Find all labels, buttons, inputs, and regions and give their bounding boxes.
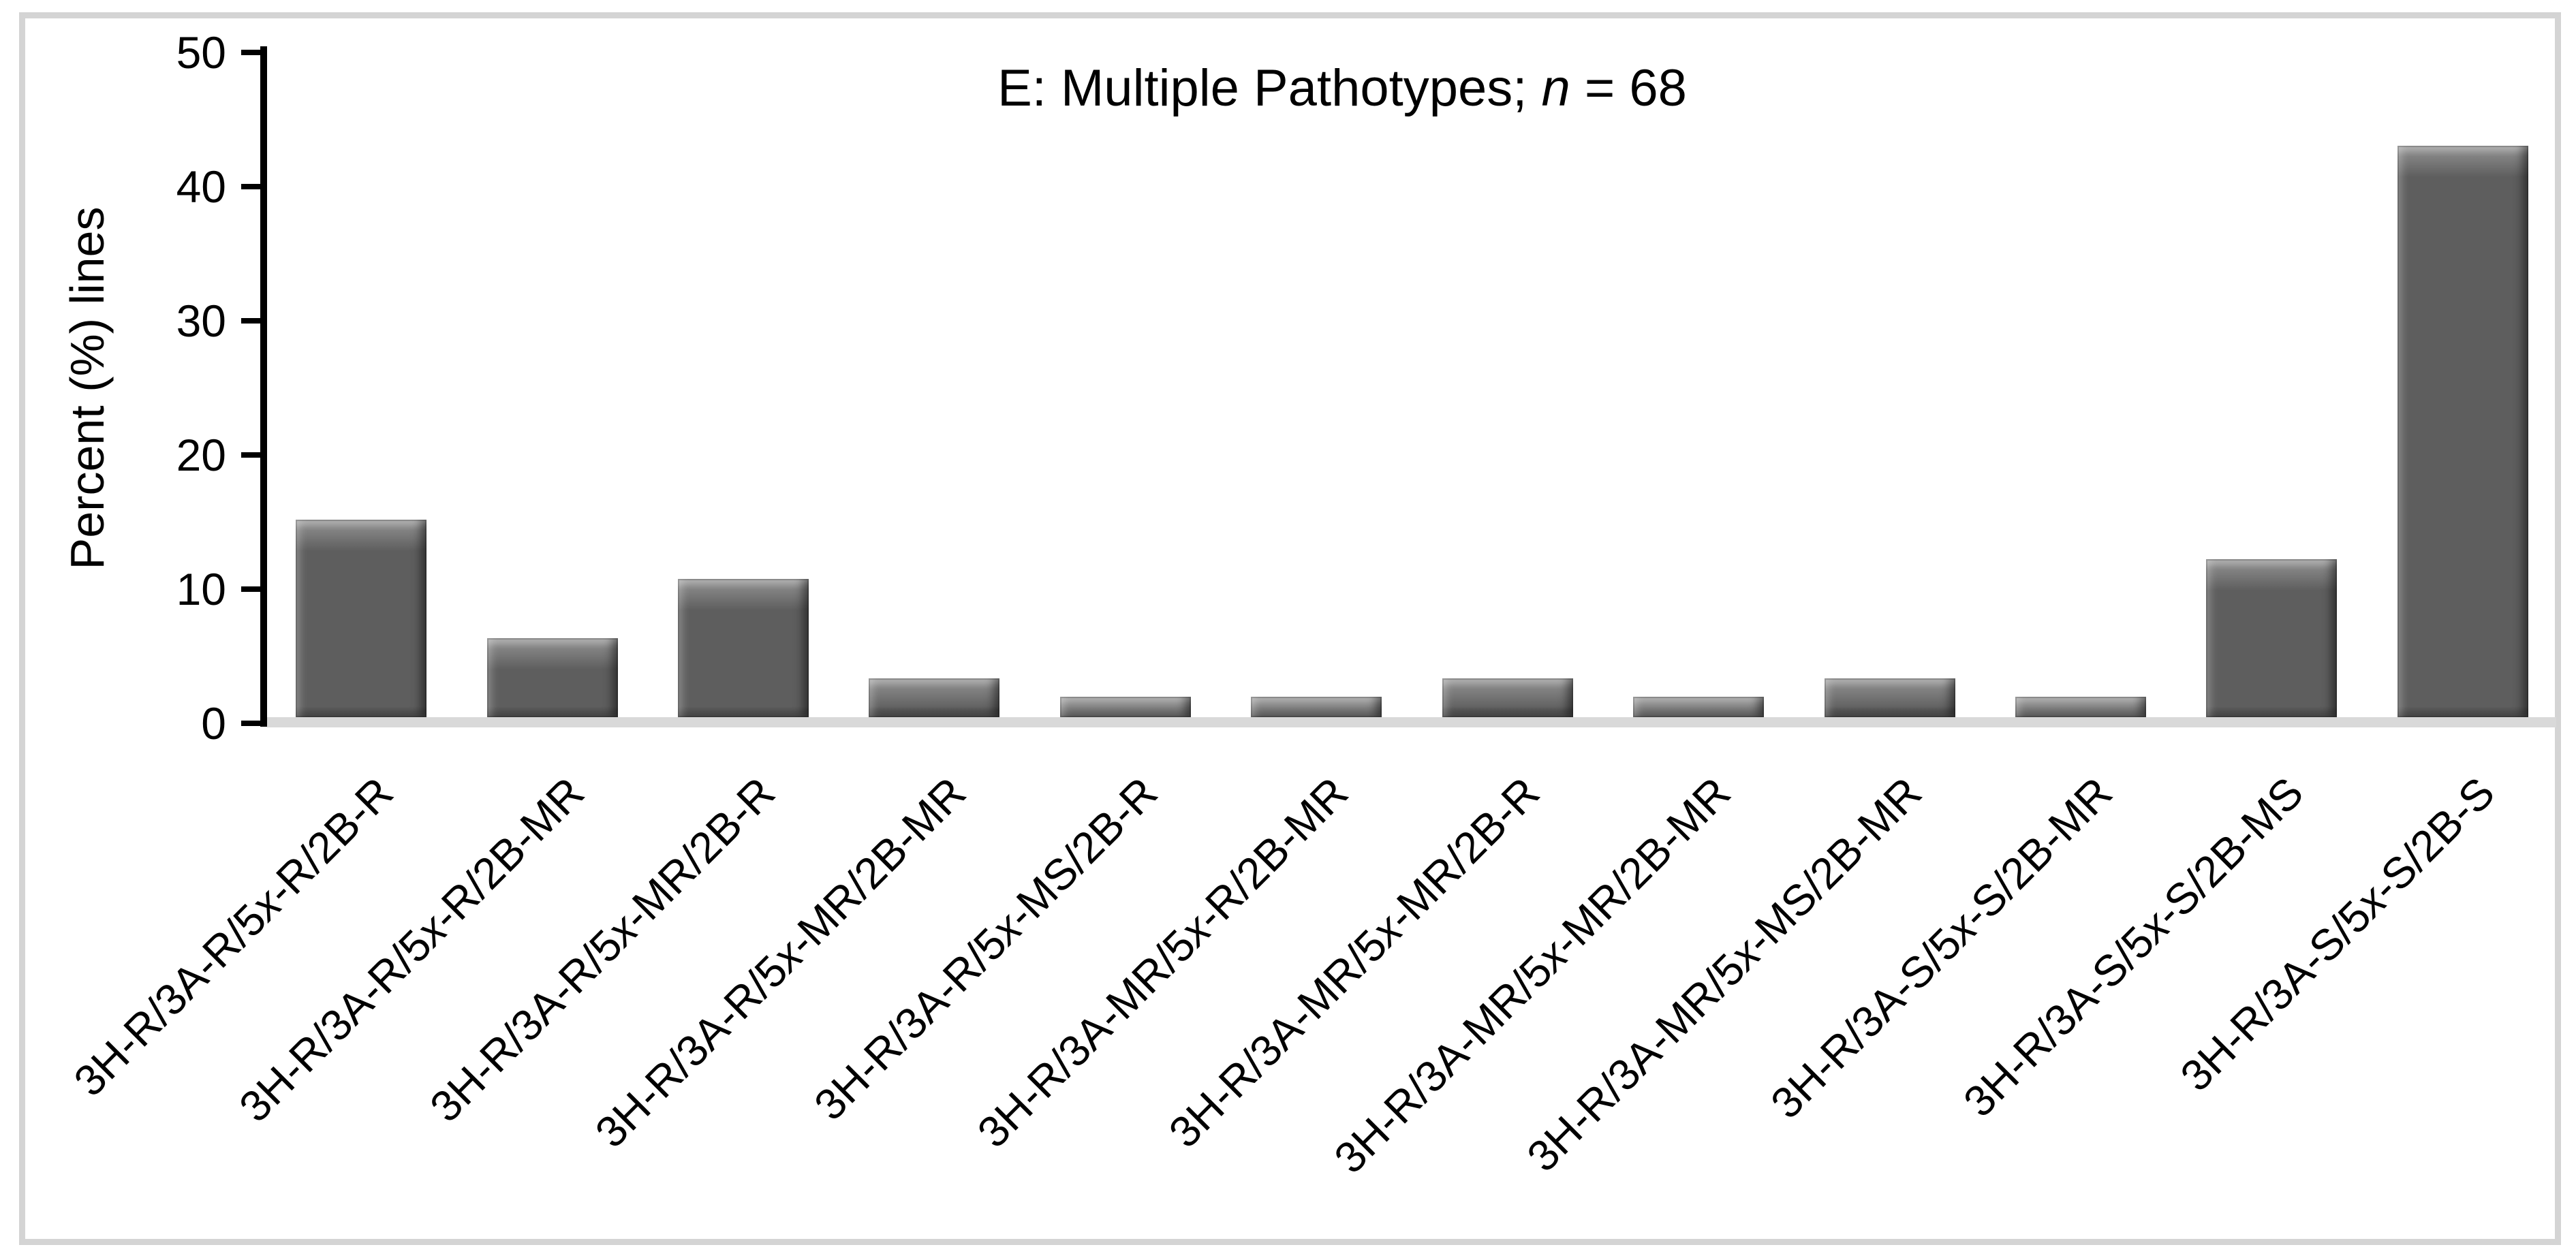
y-tick-label: 10 [176, 564, 226, 614]
y-axis-line [260, 46, 267, 727]
x-category-label-text: 3H-R/3A-S/5x-S/2B-S [2171, 768, 2504, 1101]
y-tick-label: 20 [176, 430, 226, 480]
x-category-label-text: 3H-R/3A-S/5x-S/2B-MS [1954, 768, 2313, 1127]
bar [487, 638, 618, 717]
x-category-label-text: 3H-R/3A-MR/5x-R/2B-MR [967, 768, 1358, 1157]
chart-title: E: Multiple Pathotypes; n = 68 [997, 59, 1687, 118]
x-category-label-text: 3H-R/3A-S/5x-S/2B-MR [1761, 768, 2122, 1128]
y-tick-label: 50 [176, 27, 226, 78]
x-category-label-text: 3H-R/3A-R/5x-R/2B-MR [230, 768, 594, 1131]
x-category-label-text: 3H-R/3A-R/5x-MS/2B-R [805, 768, 1167, 1130]
y-tick-mark [241, 586, 267, 592]
bar [1825, 678, 1955, 717]
x-category-label-text: 3H-R/3A-MR/5x-MS/2B-MR [1517, 768, 1931, 1181]
bar [1442, 678, 1573, 717]
chart-title-n-italic: n [1541, 59, 1570, 117]
x-category-label-text: 3H-R/3A-MR/5x-MR/2B-R [1159, 768, 1549, 1157]
y-tick-mark [241, 721, 267, 726]
bar [296, 520, 426, 717]
y-tick-mark [241, 452, 267, 458]
bar [1060, 697, 1191, 717]
y-tick-label: 40 [176, 161, 226, 212]
chart-title-suffix: = 68 [1570, 59, 1687, 117]
bar [2206, 559, 2337, 717]
bar [2015, 697, 2146, 717]
y-tick-label: 30 [176, 296, 226, 346]
x-category-label-text: 3H-R/3A-R/5x-MR/2B-R [420, 768, 785, 1131]
x-category-label-text: 3H-R/3A-MR/5x-MR/2B-MR [1324, 768, 1740, 1183]
bar [2397, 146, 2528, 717]
bar [678, 579, 809, 717]
y-tick-mark [241, 318, 267, 324]
y-tick-mark [241, 184, 267, 189]
y-axis-title: Percent (%) lines [61, 206, 114, 570]
y-tick-label: 0 [201, 698, 226, 749]
y-tick-mark [241, 50, 267, 55]
chart-title-prefix: E: Multiple Pathotypes; [997, 59, 1542, 117]
x-axis-baseline [267, 717, 2556, 727]
bar [1633, 697, 1764, 717]
bar [869, 678, 999, 717]
bar [1251, 697, 1382, 717]
x-category-label-text: 3H-R/3A-R/5x-MR/2B-MR [585, 768, 976, 1157]
x-category-label-text: 3H-R/3A-R/5x-R/2B-R [64, 768, 403, 1106]
